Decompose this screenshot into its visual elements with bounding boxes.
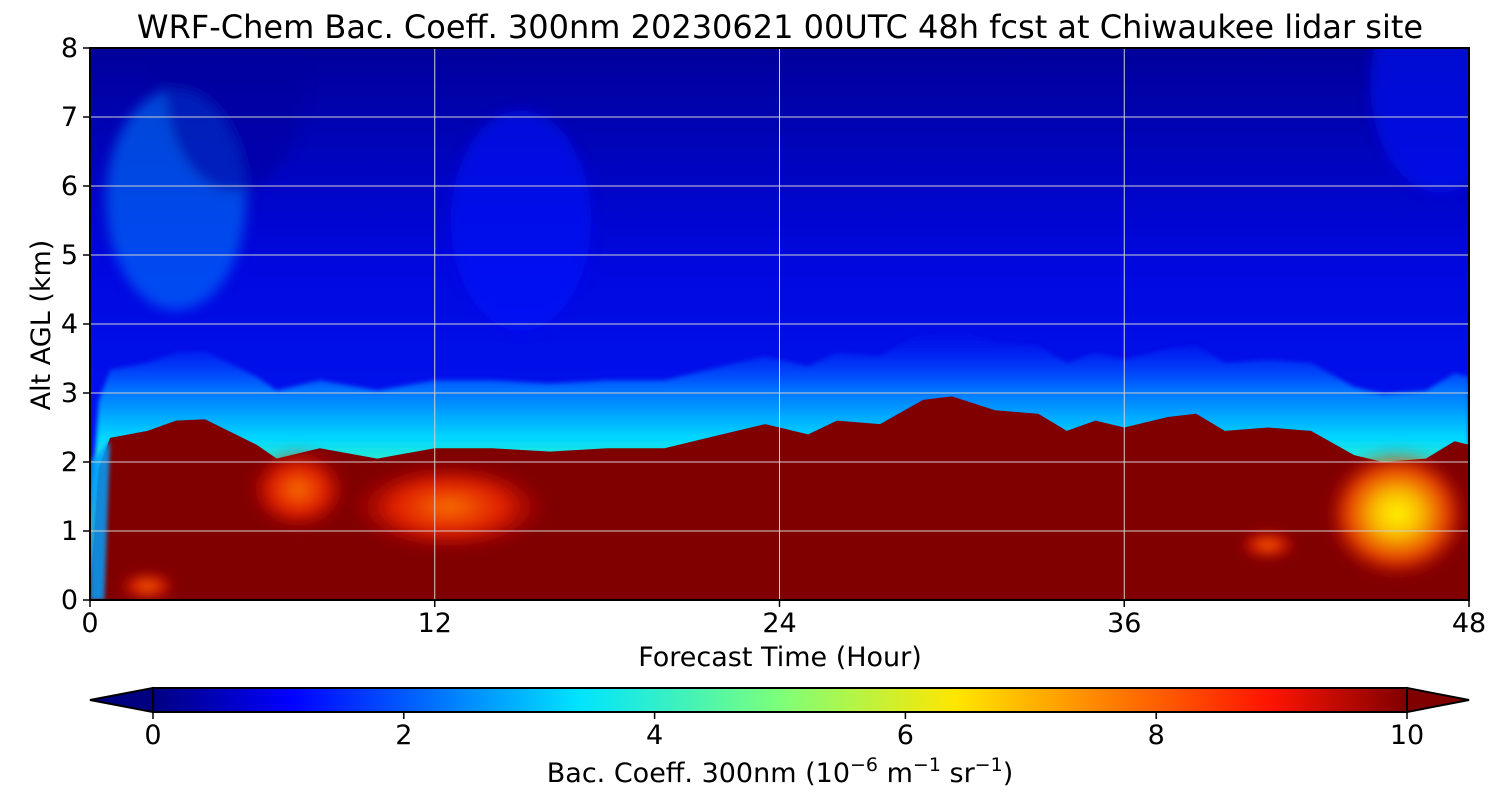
colorbar-extend-low bbox=[89, 686, 154, 714]
reduced-region-3 bbox=[1239, 531, 1297, 559]
chart-title: WRF-Chem Bac. Coeff. 300nm 20230621 00UT… bbox=[137, 8, 1423, 46]
y-tick-label-4: 4 bbox=[61, 309, 78, 340]
x-tick-label-1: 12 bbox=[418, 608, 452, 639]
plot-area bbox=[90, 48, 1469, 600]
x-tick-label-2: 24 bbox=[762, 608, 796, 639]
grid-lines bbox=[90, 48, 1469, 600]
surface-edge-gradient bbox=[90, 441, 111, 600]
y-tick-label-7: 7 bbox=[61, 102, 78, 133]
y-tick-label-1: 1 bbox=[61, 516, 78, 547]
x-axis: 0 12 24 36 48 bbox=[81, 600, 1486, 639]
colorbar-extend-high bbox=[1406, 686, 1470, 714]
colorbar-tick-label-2: 4 bbox=[646, 720, 663, 751]
y-tick-label-3: 3 bbox=[61, 378, 78, 409]
y-tick-label-5: 5 bbox=[61, 240, 78, 271]
colorbar-gradient bbox=[152, 687, 1408, 713]
colorbar-label: Bac. Coeff. 300nm (10−6 m−1 sr−1) bbox=[547, 754, 1013, 789]
y-tick-label-8: 8 bbox=[61, 33, 78, 64]
colorbar-tick-label-0: 0 bbox=[144, 720, 161, 751]
y-tick-label-6: 6 bbox=[61, 171, 78, 202]
x-tick-label-3: 36 bbox=[1107, 608, 1141, 639]
reduced-region-4 bbox=[1325, 448, 1469, 580]
y-axis: 0 1 2 3 4 5 6 7 8 bbox=[61, 33, 90, 616]
y-axis-label: Alt AGL (km) bbox=[26, 240, 57, 411]
reduced-region-2 bbox=[118, 572, 177, 600]
colorbar-tick-label-1: 2 bbox=[395, 720, 412, 751]
x-tick-label-0: 0 bbox=[81, 608, 98, 639]
x-tick-label-4: 48 bbox=[1452, 608, 1486, 639]
colorbar: 0 2 4 6 8 10 Bac. Coeff. 300nm (10−6 m−1 sr−1… bbox=[89, 686, 1470, 789]
reduced-region-1 bbox=[348, 462, 550, 552]
reduced-region-0 bbox=[248, 448, 349, 531]
colorbar-tick-label-4: 8 bbox=[1148, 720, 1165, 751]
field-value-2 bbox=[1370, 48, 1469, 193]
y-tick-label-0: 0 bbox=[61, 585, 78, 616]
colorbar-tick-label-3: 6 bbox=[897, 720, 914, 751]
y-tick-label-2: 2 bbox=[61, 447, 78, 478]
colorbar-tick-label-5: 10 bbox=[1390, 720, 1424, 751]
field-value-1 bbox=[450, 110, 591, 331]
x-axis-label: Forecast Time (Hour) bbox=[638, 642, 922, 673]
field-value-3 bbox=[163, 48, 304, 193]
